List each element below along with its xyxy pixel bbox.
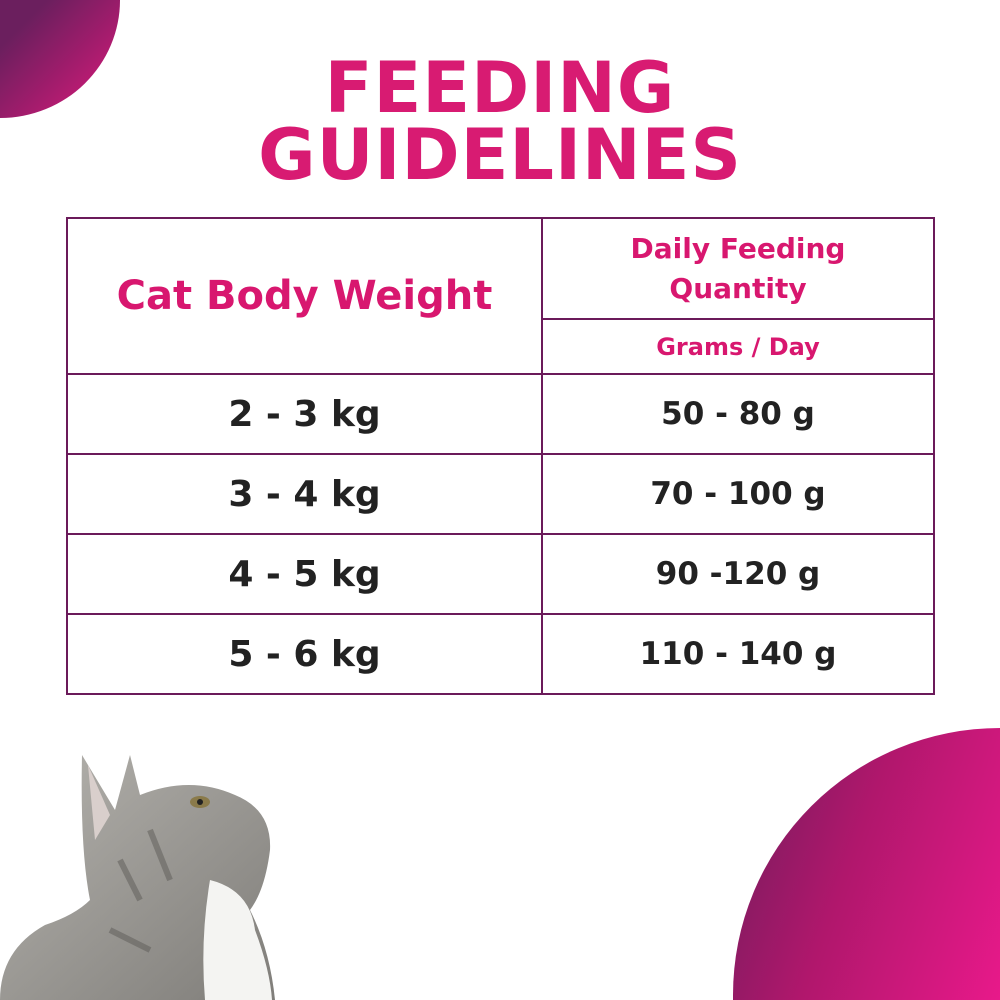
quantity-cell: 110 - 140 g <box>541 613 935 695</box>
header-body-weight: Cat Body Weight <box>66 217 543 375</box>
weight-cell: 2 - 3 kg <box>66 373 543 455</box>
quantity-cell: 90 -120 g <box>541 533 935 615</box>
decorative-circle-bottom-right <box>733 728 1000 1000</box>
table-row: 2 - 3 kg 50 - 80 g <box>66 373 935 455</box>
weight-cell: 5 - 6 kg <box>66 613 543 695</box>
table-row: 5 - 6 kg 110 - 140 g <box>66 613 935 695</box>
page-title-line2: GUIDELINES <box>258 114 742 196</box>
quantity-cell: 50 - 80 g <box>541 373 935 455</box>
kitten-illustration <box>0 755 275 1000</box>
weight-cell: 4 - 5 kg <box>66 533 543 615</box>
page-title-line1: FEEDING <box>324 47 676 129</box>
header-unit: Grams / Day <box>541 318 935 375</box>
table-row: 4 - 5 kg 90 -120 g <box>66 533 935 615</box>
feeding-table: Cat Body Weight Daily Feeding Quantity G… <box>66 217 935 695</box>
header-daily-quantity: Daily Feeding Quantity <box>541 217 935 320</box>
header-daily-quantity-text: Daily Feeding Quantity <box>630 231 846 305</box>
table-row: 3 - 4 kg 70 - 100 g <box>66 453 935 535</box>
weight-cell: 3 - 4 kg <box>66 453 543 535</box>
quantity-cell: 70 - 100 g <box>541 453 935 535</box>
